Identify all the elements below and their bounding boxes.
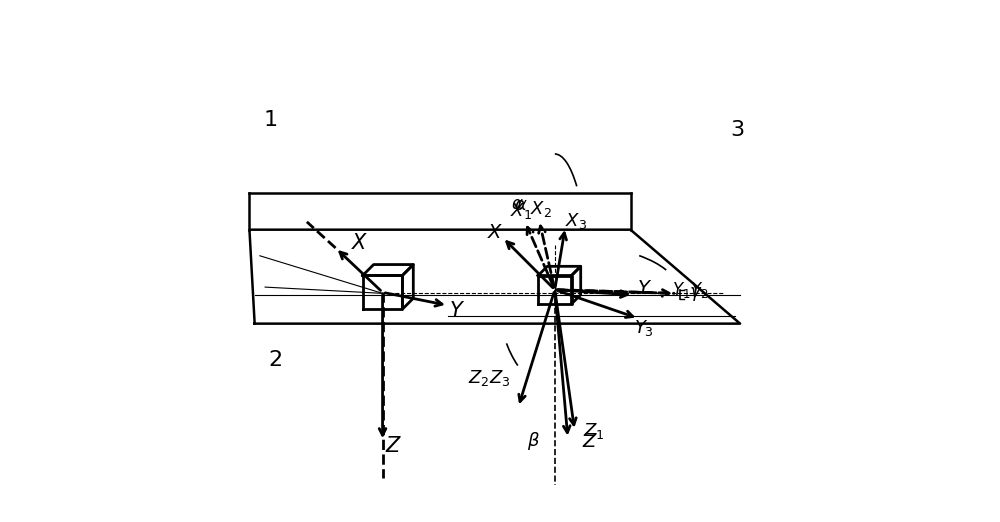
Text: Z: Z [582, 432, 595, 450]
Text: 3: 3 [730, 121, 745, 140]
Text: 2: 2 [268, 350, 283, 370]
Text: Y: Y [449, 301, 462, 321]
Text: $X_1$: $X_1$ [510, 201, 532, 221]
Text: $X_3$: $X_3$ [565, 211, 587, 231]
Text: $\alpha$: $\alpha$ [511, 195, 524, 212]
Text: $X_2$: $X_2$ [530, 199, 552, 219]
Text: Y: Y [638, 279, 649, 298]
Text: $\gamma$: $\gamma$ [689, 286, 702, 303]
Text: X: X [488, 223, 501, 242]
Text: $Y_3$: $Y_3$ [634, 318, 654, 338]
Text: X: X [352, 233, 366, 253]
Text: $\beta$: $\beta$ [527, 430, 540, 452]
Text: $Y_1Y_2$: $Y_1Y_2$ [672, 280, 709, 300]
Text: Z: Z [386, 436, 400, 456]
Text: $Z_2Z_3$: $Z_2Z_3$ [468, 369, 511, 388]
Text: $\alpha$: $\alpha$ [514, 196, 528, 213]
Text: $Z_1$: $Z_1$ [583, 421, 605, 441]
Text: 1: 1 [263, 110, 277, 130]
